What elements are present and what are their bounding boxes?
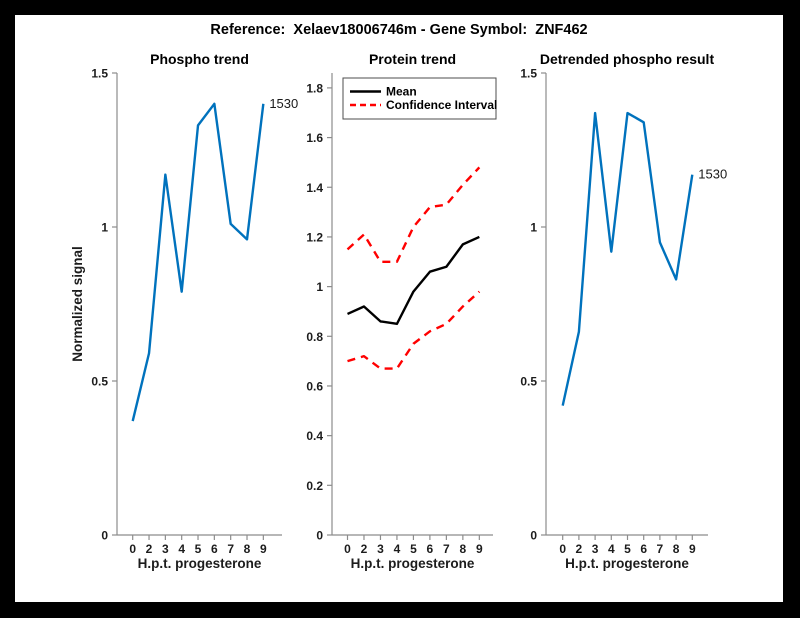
y-tick-label: 1.6: [306, 131, 323, 145]
y-tick-label: 0: [316, 529, 323, 543]
endpoint-annotation: 1530: [269, 96, 298, 111]
legend-label: Confidence Interval: [386, 98, 497, 112]
y-tick-label: 1.2: [306, 230, 323, 244]
y-tick-label: 0.4: [306, 429, 323, 443]
x-tick-label: 0: [129, 542, 136, 556]
x-tick-label: 7: [657, 542, 664, 556]
series-line-confidence-interval-upper: [346, 166, 481, 263]
y-tick-label: 0.6: [306, 379, 323, 393]
series-line-confidence-interval-lower: [347, 290, 481, 370]
figure-canvas: Reference: Xelaev18006746m - Gene Symbol…: [15, 15, 783, 602]
x-tick-label: 8: [673, 542, 680, 556]
y-tick-label: 1: [530, 221, 537, 235]
y-tick-label: 0.2: [306, 479, 323, 493]
x-tick-label: 2: [146, 542, 153, 556]
x-tick-label: 4: [608, 542, 615, 556]
x-tick-label: 9: [476, 542, 483, 556]
x-tick-label: 0: [559, 542, 566, 556]
y-tick-label: 1.5: [91, 67, 108, 81]
x-tick-label: 2: [361, 542, 368, 556]
x-tick-label: 3: [377, 542, 384, 556]
x-axis-label: H.p.t. progesterone: [565, 556, 689, 571]
y-tick-label: 1.8: [306, 81, 323, 95]
x-tick-label: 5: [195, 542, 202, 556]
x-axis-label: H.p.t. progesterone: [351, 556, 475, 571]
x-tick-label: 8: [460, 542, 467, 556]
subplot-title: Detrended phospho result: [540, 51, 715, 67]
x-tick-label: 6: [640, 542, 647, 556]
y-tick-label: 1.5: [520, 67, 537, 81]
x-tick-label: 5: [410, 542, 417, 556]
y-tick-label: 0.8: [306, 330, 323, 344]
x-tick-label: 3: [162, 542, 169, 556]
series-line-mean: [347, 235, 480, 326]
x-tick-label: 6: [427, 542, 434, 556]
y-tick-label: 0.5: [520, 375, 537, 389]
legend-box: [342, 77, 497, 120]
series-line-phospho-signal: [131, 102, 265, 422]
y-tick-label: 1: [316, 280, 323, 294]
subplot-title: Phospho trend: [150, 51, 249, 67]
x-tick-label: 7: [443, 542, 450, 556]
x-tick-label: 7: [227, 542, 234, 556]
endpoint-annotation: 1530: [698, 167, 727, 182]
x-tick-label: 9: [260, 542, 267, 556]
legend-label: Mean: [386, 85, 417, 99]
x-tick-label: 4: [178, 542, 185, 556]
subplot-title: Protein trend: [369, 51, 456, 67]
y-tick-label: 0: [101, 529, 108, 543]
x-tick-label: 0: [344, 542, 351, 556]
series-line-detrended-phospho: [561, 111, 694, 406]
x-tick-label: 5: [624, 542, 631, 556]
y-tick-label: 0.5: [91, 375, 108, 389]
x-tick-label: 4: [394, 542, 401, 556]
x-tick-label: 2: [576, 542, 583, 556]
x-tick-label: 8: [244, 542, 251, 556]
y-tick-label: 1.4: [306, 181, 323, 195]
x-tick-label: 6: [211, 542, 218, 556]
x-tick-label: 9: [689, 542, 696, 556]
x-axis-label: H.p.t. progesterone: [138, 556, 262, 571]
y-tick-label: 1: [101, 221, 108, 235]
y-tick-label: 0: [530, 529, 537, 543]
figure-title: Reference: Xelaev18006746m - Gene Symbol…: [210, 22, 588, 38]
x-tick-label: 3: [592, 542, 599, 556]
y-axis-label: Normalized signal: [70, 246, 85, 362]
